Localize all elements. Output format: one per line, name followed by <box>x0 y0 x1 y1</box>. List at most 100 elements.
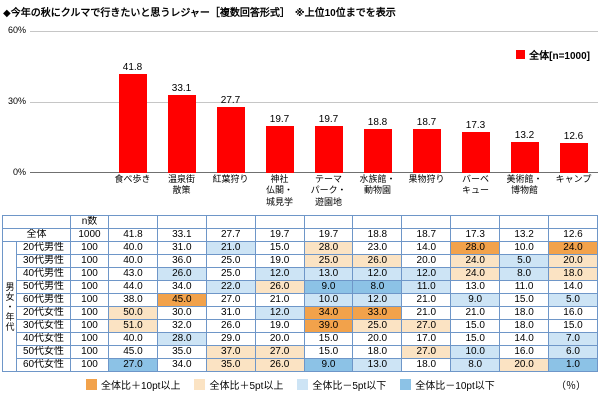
value-cell: 20.0 <box>401 254 452 268</box>
value-cell: 30.0 <box>156 306 207 320</box>
n-value: 100 <box>70 332 109 346</box>
value-cell: 28.0 <box>303 241 354 255</box>
value-cell: 25.0 <box>352 319 403 333</box>
value-cell: 18.0 <box>401 358 452 372</box>
value-cell: 15.0 <box>548 319 598 333</box>
value-cell: 21.0 <box>401 293 452 307</box>
y-tick-60: 60% <box>7 25 26 35</box>
bars-group: 41.8 33.1 27.7 19.7 19.7 18.8 18.7 17.3 13.2 12.6 <box>108 31 598 173</box>
category-label: キャンプ <box>555 174 592 184</box>
corner-cell <box>2 215 71 229</box>
value-cell: 26.0 <box>352 254 403 268</box>
highlight-legend: 全体比＋10pt以上 全体比＋5pt以上 全体比－5pt以下 全体比－10pt以下 （％… <box>0 377 600 392</box>
value-cell: 23.0 <box>352 241 403 255</box>
value-cell: 41.8 <box>108 228 158 242</box>
n-value: 1000 <box>70 228 109 242</box>
gridline-30 <box>30 102 598 103</box>
legend-item: 全体比＋10pt以上 <box>86 377 180 392</box>
value-cell: 33.0 <box>352 306 403 320</box>
value-cell: 11.0 <box>499 280 550 294</box>
group-label: 男女・年代 <box>2 241 17 372</box>
value-cell: 20.0 <box>352 332 403 346</box>
bar <box>314 126 343 173</box>
bar-column: 17.3 <box>451 31 500 173</box>
empty-header-cell <box>156 215 207 229</box>
category-label: 水族館・ 動物園 <box>359 174 396 196</box>
empty-header-cell <box>548 215 598 229</box>
bar-value-label: 27.7 <box>220 95 241 107</box>
value-cell: 35.0 <box>156 345 207 359</box>
value-cell: 45.0 <box>108 345 158 359</box>
legend-item: 全体比＋5pt以上 <box>194 377 283 392</box>
bar-value-label: 19.7 <box>269 114 290 126</box>
value-cell: 27.0 <box>401 345 452 359</box>
legend-swatch <box>297 379 309 390</box>
n-value: 100 <box>70 306 109 320</box>
n-value: 100 <box>70 345 109 359</box>
value-cell: 15.0 <box>254 241 305 255</box>
bar-chart: 60% 30% 0% 41.8 33.1 27.7 19.7 19.7 18.8 18.7 1… <box>0 21 600 177</box>
page-title: ◆今年の秋にクルマで行きたいと思うレジャー［複数回答形式］ ※上位10位までを表… <box>3 8 396 19</box>
n-header: n数 <box>70 215 109 229</box>
row-label: 20代女性 <box>16 306 71 320</box>
bar-value-label: 13.2 <box>514 129 535 141</box>
empty-header-cell <box>303 215 354 229</box>
table-row: 40代男性 100 43.0 26.0 25.0 12.0 13.0 12.0 12.0 24.0… <box>3 267 598 281</box>
value-cell: 13.0 <box>303 267 354 281</box>
value-cell: 8.0 <box>450 358 501 372</box>
bar <box>461 132 490 173</box>
value-cell: 35.0 <box>205 358 256 372</box>
table-row: 50代男性 100 44.0 34.0 22.0 26.0 9.0 8.0 11.0 13.0 11… <box>3 280 598 294</box>
bar-value-label: 18.7 <box>416 116 437 128</box>
value-cell: 5.0 <box>548 293 598 307</box>
value-cell: 13.2 <box>499 228 550 242</box>
value-cell: 8.0 <box>352 280 403 294</box>
value-cell: 16.0 <box>548 306 598 320</box>
value-cell: 18.8 <box>352 228 403 242</box>
legend-label: 全体比－5pt以下 <box>312 381 387 392</box>
value-cell: 1.0 <box>548 358 598 372</box>
value-cell: 25.0 <box>303 254 354 268</box>
value-cell: 39.0 <box>303 319 354 333</box>
value-cell: 26.0 <box>156 267 207 281</box>
value-cell: 21.0 <box>401 306 452 320</box>
empty-header-cell <box>108 215 158 229</box>
value-cell: 21.0 <box>254 293 305 307</box>
value-cell: 26.0 <box>254 358 305 372</box>
value-cell: 27.0 <box>108 358 158 372</box>
value-cell: 6.0 <box>548 345 598 359</box>
value-cell: 20.0 <box>548 254 598 268</box>
bar-column: 18.8 <box>353 31 402 173</box>
value-cell: 9.0 <box>303 280 354 294</box>
series-label: 全体[n=1000] <box>529 51 590 62</box>
chart-legend: 全体[n=1000] <box>516 47 590 62</box>
n-value: 100 <box>70 358 109 372</box>
row-label: 50代男性 <box>16 280 71 294</box>
value-cell: 18.0 <box>352 345 403 359</box>
value-cell: 10.0 <box>303 293 354 307</box>
category-labels-row: 食べ歩き 温泉街 散策 紅葉狩り 神社 仏閣・ 城見学 テーマ パーク・ 遊園地 水族館・ 動物園 果物… <box>108 174 598 215</box>
bar <box>510 141 539 173</box>
value-cell: 22.0 <box>205 280 256 294</box>
value-cell: 14.0 <box>548 280 598 294</box>
value-cell: 34.0 <box>303 306 354 320</box>
value-cell: 13.0 <box>352 358 403 372</box>
n-value: 100 <box>70 254 109 268</box>
value-cell: 51.0 <box>108 319 158 333</box>
value-cell: 27.7 <box>205 228 256 242</box>
empty-header-cell <box>352 215 403 229</box>
value-cell: 12.0 <box>254 267 305 281</box>
y-tick-0: 0% <box>12 167 26 177</box>
value-cell: 15.0 <box>303 332 354 346</box>
value-cell: 19.0 <box>254 319 305 333</box>
value-cell: 43.0 <box>108 267 158 281</box>
value-cell: 17.0 <box>401 332 452 346</box>
value-cell: 28.0 <box>450 241 501 255</box>
value-cell: 45.0 <box>156 293 207 307</box>
value-cell: 26.0 <box>254 280 305 294</box>
row-label: 40代女性 <box>16 332 71 346</box>
value-cell: 10.0 <box>450 345 501 359</box>
category-label: 神社 仏閣・ 城見学 <box>265 174 293 207</box>
value-cell: 15.0 <box>303 345 354 359</box>
legend-label: 全体比－10pt以下 <box>415 381 495 392</box>
